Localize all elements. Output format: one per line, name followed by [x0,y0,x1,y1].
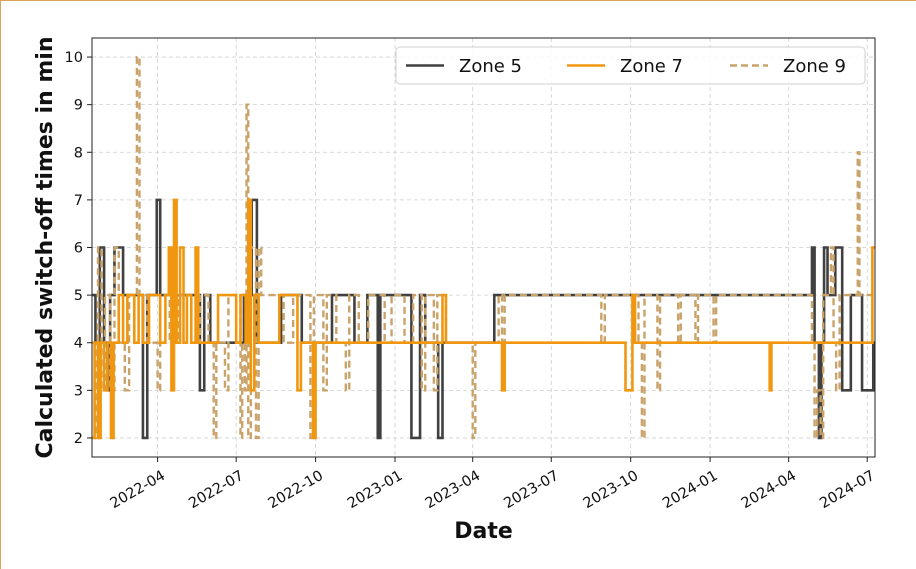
y-tick-label: 10 [65,50,83,66]
y-tick-label: 5 [74,288,83,304]
x-tick-label: 2024-04 [739,468,799,512]
y-tick-label: 6 [74,241,83,257]
x-tick-label: 2022-07 [186,468,246,512]
y-tick-label: 3 [74,383,83,399]
x-tick-label: 2022-04 [108,468,168,512]
legend-label: Zone 7 [620,56,683,77]
legend-box [395,46,866,85]
x-tick-label: 2024-01 [660,468,720,512]
y-tick-label: 8 [74,145,83,161]
grid [92,38,875,457]
y-tick-label: 4 [74,336,83,352]
x-tick-label: 2023-04 [423,468,483,512]
legend-label: Zone 5 [459,56,522,77]
x-axis-title: Date [454,519,513,544]
y-tick-label: 9 [74,98,83,114]
x-tick-label: 2023-10 [581,468,641,512]
y-tick-label: 2 [74,431,83,447]
legend: Zone 5 Zone 7 Zone 9 [395,46,866,85]
series-lines [92,55,875,440]
series-line-zone-7 [92,198,875,440]
y-tick-label: 7 [74,193,83,209]
y-axis-title: Calculated switch-off times in min [33,36,58,458]
x-tick-label: 2024-07 [817,468,877,512]
x-tick-label: 2023-07 [501,468,561,512]
x-tick-label: 2023-01 [345,468,405,512]
legend-label: Zone 9 [783,56,846,77]
x-tick-label: 2022-10 [266,468,326,512]
axis-ticks: 2 3 4 5 6 7 8 9 10 2022-04 2022-07 2022-10 2023-01 20… [65,50,878,512]
